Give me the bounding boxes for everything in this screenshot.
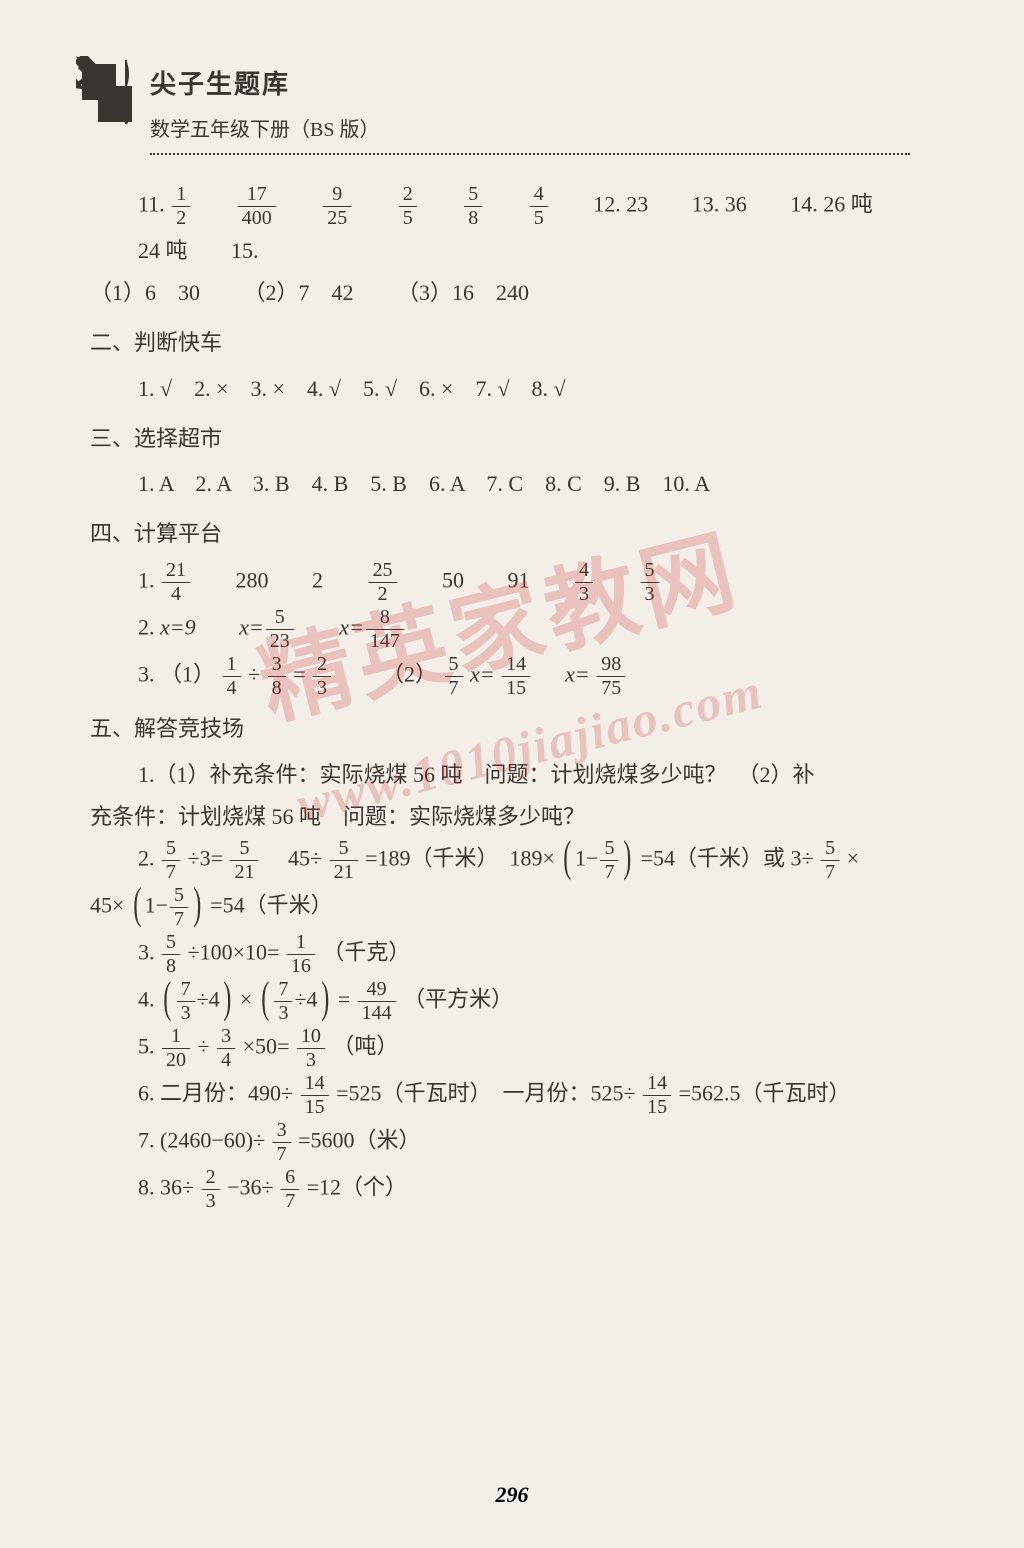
section-3-title: 三、选择超市 — [90, 418, 934, 460]
sec4-q1: 1. 214 280 2 252 50 91 43 53 — [138, 559, 934, 606]
sec4-q2: 2. x=9 x=523 x=8147 — [138, 606, 934, 653]
book-title: 尖子生题库 — [150, 60, 934, 109]
sec5-q8: 8. 36÷ 23 −36÷ 67 =12（个） — [138, 1166, 934, 1213]
section-2-answers: 1. √ 2. × 3. × 4. √ 5. √ 6. × 7. √ 8. √ — [138, 368, 934, 410]
arrow-icon — [76, 56, 136, 128]
sec5-q4: 4. (73÷4) × (73÷4) = 49144 （平方米） — [138, 978, 934, 1025]
page-header: 尖子生题库 数学五年级下册（BS 版） — [90, 60, 934, 155]
section-4-title: 四、计算平台 — [90, 513, 934, 555]
answer-15: （1）6 30 （2）7 42 （3）16 240 — [90, 272, 934, 314]
sec5-q6: 6. 二月份：490÷ 1415 =525（千瓦时） 一月份：525÷ 1415… — [138, 1072, 934, 1119]
sec4-q3: 3. （1） 14 ÷ 38 = 23 （2） 57 x= 1415 x= 98… — [138, 653, 934, 700]
sec5-q5: 5. 120 ÷ 34 ×50= 103 （吨） — [138, 1025, 934, 1072]
header-divider — [150, 153, 910, 155]
section-3-answers: 1. A 2. A 3. B 4. B 5. B 6. A 7. C 8. C … — [138, 463, 934, 505]
answer-11: 11. 12 17400 925 25 58 45 12. 23 13. 36 … — [138, 183, 934, 272]
sec5-q1b: 充条件：计划烧煤 56 吨 问题：实际烧煤多少吨？ — [90, 796, 934, 838]
sec5-q2b: 45× (1−57) =54（千米） — [90, 884, 934, 931]
sec5-q1a: 1.（1）补充条件：实际烧煤 56 吨 问题：计划烧煤多少吨？ （2）补 — [138, 754, 934, 796]
section-5-title: 五、解答竞技场 — [90, 708, 934, 750]
sec5-q7: 7. (2460−60)÷ 37 =5600（米） — [138, 1119, 934, 1166]
sec5-q3: 3. 58 ÷100×10= 116 （千克） — [138, 931, 934, 978]
section-2-title: 二、判断快车 — [90, 322, 934, 364]
answer-11-label: 11. — [138, 192, 165, 217]
sec5-q2a: 2. 57 ÷3= 521 45÷ 521 =189（千米） 189× (1−5… — [138, 837, 934, 884]
book-subtitle: 数学五年级下册（BS 版） — [150, 111, 934, 149]
content: 11. 12 17400 925 25 58 45 12. 23 13. 36 … — [90, 183, 934, 1213]
page-number: 296 — [0, 1482, 1024, 1508]
